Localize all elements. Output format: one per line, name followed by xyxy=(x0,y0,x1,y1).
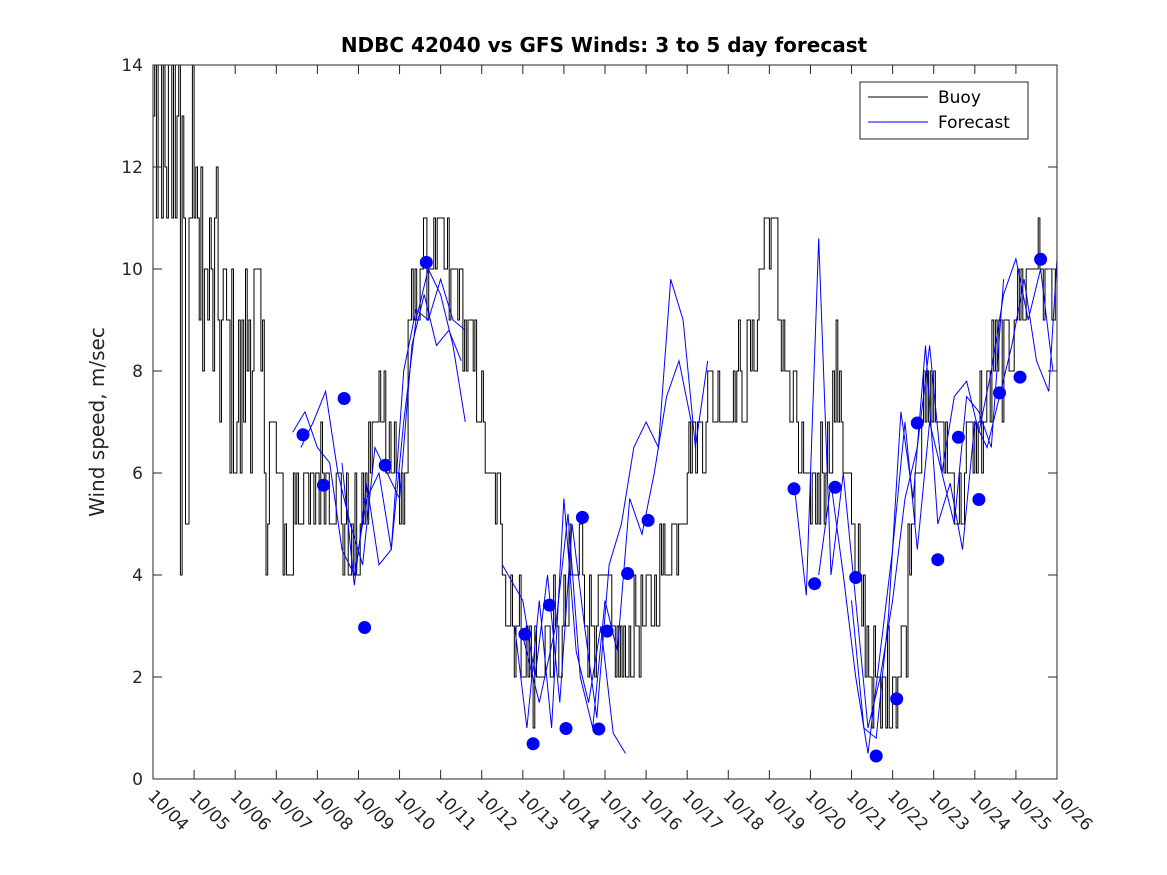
forecast-point xyxy=(869,749,883,763)
forecast-point xyxy=(575,510,589,524)
axes xyxy=(152,64,1058,780)
forecast-point xyxy=(931,553,945,567)
forecast-line-2 xyxy=(300,294,462,565)
forecast-point xyxy=(526,737,540,751)
chart-title: NDBC 42040 vs GFS Winds: 3 to 5 day fore… xyxy=(341,33,868,57)
forecast-point xyxy=(910,416,924,430)
forecast-point xyxy=(592,722,606,736)
forecast-point xyxy=(1034,252,1048,266)
legend-buoy-label: Buoy xyxy=(938,88,981,108)
forecast-line-9 xyxy=(851,258,1057,740)
forecast-point xyxy=(828,480,842,494)
forecast-point xyxy=(787,482,801,496)
forecast-point xyxy=(951,430,965,444)
forecast-markers xyxy=(296,252,1048,763)
buoy-line xyxy=(153,65,1056,729)
y-tick-label: 4 xyxy=(132,566,143,586)
forecast-line-5 xyxy=(501,279,709,718)
y-tick-label: 12 xyxy=(121,158,143,178)
forecast-point xyxy=(808,577,822,591)
forecast-point xyxy=(358,621,372,634)
forecast-point xyxy=(337,392,351,405)
forecast-line-3 xyxy=(341,277,466,586)
forecast-point xyxy=(419,255,433,269)
forecast-point xyxy=(890,692,904,706)
forecast-point xyxy=(317,478,330,492)
y-axis-label: Wind speed, m/sec xyxy=(85,327,109,517)
forecast-line-7 xyxy=(793,238,1005,729)
forecast-point xyxy=(849,571,863,584)
legend: Buoy Forecast xyxy=(859,81,1029,140)
y-tick-label: 6 xyxy=(132,464,143,484)
plot-area xyxy=(153,65,1057,779)
legend-box xyxy=(859,81,1029,140)
forecast-point xyxy=(296,428,310,442)
forecast-point xyxy=(543,598,556,612)
forecast-point xyxy=(600,624,614,638)
y-tick-label: 14 xyxy=(121,56,143,76)
forecast-point xyxy=(972,493,986,506)
forecast-point xyxy=(621,567,635,580)
forecast-point xyxy=(378,458,392,472)
forecast-line-6 xyxy=(522,358,692,729)
y-tick-label: 8 xyxy=(132,362,143,382)
y-tick-labels: 0 2 4 6 8 10 12 14 xyxy=(121,56,143,790)
forecast-line-1 xyxy=(292,267,466,577)
y-tick-label: 2 xyxy=(132,668,143,688)
forecast-point xyxy=(1013,370,1027,384)
forecast-point xyxy=(641,513,655,527)
forecast-line-8 xyxy=(818,256,1054,754)
forecast-point xyxy=(993,386,1006,400)
forecast-point xyxy=(518,627,532,641)
legend-forecast-label: Forecast xyxy=(938,113,1010,133)
forecast-point xyxy=(559,722,573,735)
buoy-series xyxy=(153,65,1056,729)
y-tick-label: 0 xyxy=(132,770,143,790)
forecast-series xyxy=(292,238,1057,754)
y-tick-label: 10 xyxy=(121,260,143,280)
